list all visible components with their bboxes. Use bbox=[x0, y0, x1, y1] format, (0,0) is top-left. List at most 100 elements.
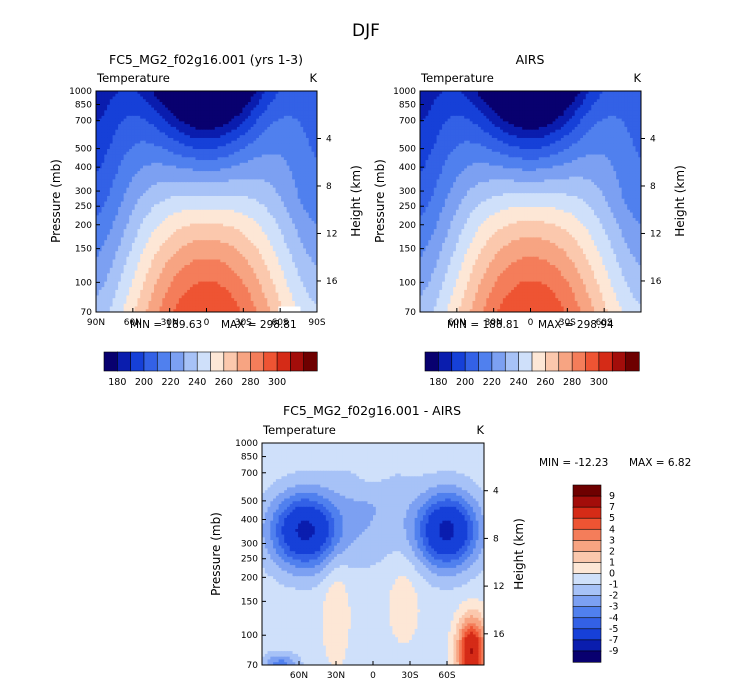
heatmap-cell bbox=[231, 126, 235, 131]
heatmap-cell bbox=[120, 190, 125, 194]
heatmap-cell bbox=[192, 160, 197, 164]
heatmap-cell bbox=[156, 240, 161, 244]
heatmap-cell bbox=[148, 193, 152, 197]
heatmap-cell bbox=[292, 140, 296, 145]
heatmap-cell bbox=[167, 154, 172, 158]
heatmap-cell bbox=[156, 207, 161, 211]
heatmap-cell bbox=[142, 242, 147, 247]
heatmap-cell bbox=[156, 110, 161, 114]
heatmap-cell bbox=[256, 173, 260, 178]
heatmap-cell bbox=[294, 124, 299, 128]
heatmap-cell bbox=[98, 162, 103, 167]
heatmap-cell bbox=[242, 256, 246, 261]
heatmap-cell bbox=[234, 251, 238, 255]
heatmap-cell bbox=[209, 187, 213, 192]
heatmap-cell bbox=[234, 93, 238, 98]
heatmap-cell bbox=[187, 229, 191, 233]
heatmap-cell bbox=[247, 245, 252, 250]
heatmap-cell bbox=[234, 126, 238, 131]
heatmap-cell bbox=[200, 215, 205, 219]
heatmap-cell bbox=[305, 99, 310, 103]
heatmap-cell bbox=[165, 176, 169, 180]
heatmap-cell bbox=[118, 135, 122, 139]
heatmap-cell bbox=[159, 204, 163, 208]
heatmap-cell bbox=[206, 207, 210, 211]
heatmap-cell bbox=[98, 157, 103, 161]
heatmap-cell bbox=[167, 146, 172, 150]
heatmap-cell bbox=[303, 121, 307, 125]
heatmap-cell bbox=[115, 126, 119, 131]
heatmap-cell bbox=[187, 154, 191, 158]
heatmap-cell bbox=[234, 118, 238, 122]
heatmap-cell bbox=[264, 215, 268, 219]
heatmap-cell bbox=[165, 229, 169, 233]
heatmap-cell bbox=[239, 193, 244, 197]
heatmap-cell bbox=[170, 226, 174, 230]
heatmap-cell bbox=[170, 253, 174, 258]
heatmap-cell bbox=[231, 165, 235, 169]
heatmap-cell bbox=[173, 146, 177, 150]
heatmap-cell bbox=[200, 151, 205, 156]
heatmap-cell bbox=[159, 157, 163, 161]
heatmap-cell bbox=[275, 173, 279, 178]
heatmap-cell bbox=[253, 212, 257, 216]
heatmap-cell bbox=[123, 207, 127, 211]
heatmap-cell bbox=[104, 143, 108, 147]
heatmap-cell bbox=[137, 137, 141, 142]
heatmap-cell bbox=[101, 193, 105, 197]
heatmap-cell bbox=[178, 245, 183, 250]
heatmap-cell bbox=[195, 242, 199, 247]
heatmap-cell bbox=[170, 126, 174, 131]
heatmap-cell bbox=[214, 124, 219, 128]
heatmap-cell bbox=[162, 113, 166, 117]
heatmap-cell bbox=[167, 118, 172, 122]
heatmap-cell bbox=[198, 124, 202, 128]
heatmap-cell bbox=[203, 168, 208, 172]
heatmap-cell bbox=[187, 146, 191, 150]
heatmap-cell bbox=[281, 256, 285, 261]
heatmap-cell bbox=[203, 184, 208, 189]
heatmap-cell bbox=[214, 168, 219, 172]
heatmap-cell bbox=[258, 218, 263, 222]
heatmap-cell bbox=[300, 104, 304, 109]
heatmap-cell bbox=[234, 201, 238, 205]
heatmap-cell bbox=[126, 179, 130, 183]
heatmap-cell bbox=[115, 107, 119, 111]
heatmap-cell bbox=[176, 179, 180, 183]
heatmap-cell bbox=[162, 140, 166, 145]
heatmap-cell bbox=[115, 110, 119, 114]
heatmap-cell bbox=[173, 126, 177, 131]
heatmap-cell bbox=[198, 110, 202, 114]
heatmap-cell bbox=[145, 93, 150, 98]
heatmap-cell bbox=[101, 240, 105, 244]
heatmap-cell bbox=[200, 256, 205, 261]
heatmap-cell bbox=[154, 99, 158, 103]
heatmap-cell bbox=[198, 259, 202, 263]
heatmap-cell bbox=[184, 160, 188, 164]
heatmap-cell bbox=[203, 226, 208, 230]
heatmap-cell bbox=[239, 129, 244, 134]
heatmap-cell bbox=[250, 151, 255, 156]
heatmap-cell bbox=[311, 137, 315, 142]
heatmap-cell bbox=[156, 115, 161, 120]
heatmap-cell bbox=[311, 151, 315, 156]
heatmap-cell bbox=[145, 220, 150, 225]
heatmap-cell bbox=[162, 176, 166, 180]
heatmap-cell bbox=[270, 118, 274, 122]
heatmap-cell bbox=[96, 251, 100, 255]
heatmap-cell bbox=[220, 132, 224, 136]
heatmap-cell bbox=[236, 99, 241, 103]
heatmap-cell bbox=[151, 187, 155, 192]
heatmap-cell bbox=[220, 140, 224, 145]
heatmap-cell bbox=[126, 184, 130, 189]
heatmap-cell bbox=[156, 104, 161, 109]
heatmap-cell bbox=[142, 107, 147, 111]
heatmap-cell bbox=[223, 193, 227, 197]
heatmap-cell bbox=[286, 248, 290, 252]
heatmap-cell bbox=[308, 226, 313, 230]
heatmap-cell bbox=[283, 256, 288, 261]
heatmap-cell bbox=[308, 248, 313, 252]
heatmap-cell bbox=[303, 102, 307, 106]
heatmap-cell bbox=[283, 137, 288, 142]
heatmap-cell bbox=[170, 248, 174, 252]
